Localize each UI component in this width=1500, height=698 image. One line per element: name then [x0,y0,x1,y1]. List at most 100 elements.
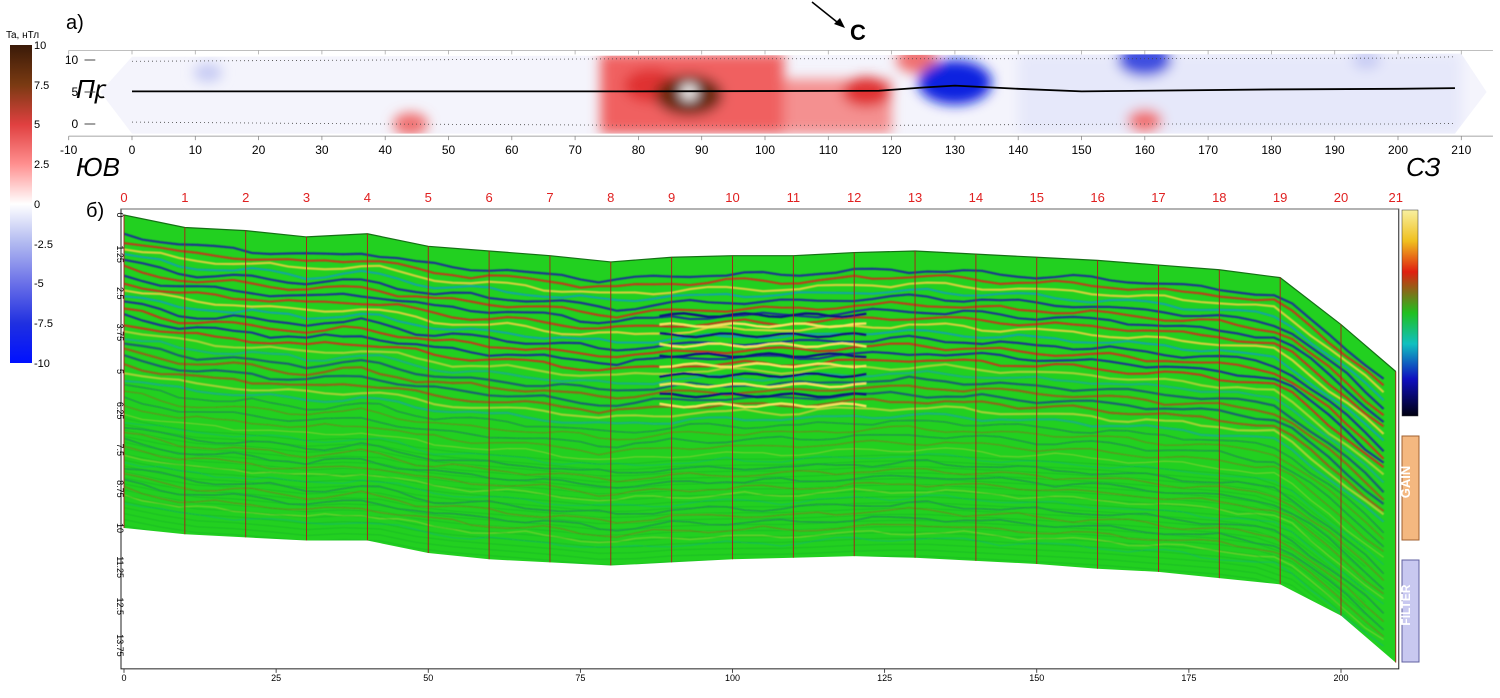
colorbar-a-tick: 2.5 [34,159,50,172]
trace-marker-label: 16 [1090,190,1104,205]
magnetic-anomaly-map: -10 0 10 20 30 40 50 60 70 80 90 100 110 120 130 140 150… [60,50,1493,157]
x-tick-label-a: 200 [1388,143,1408,157]
reflector-band [124,396,1384,548]
reflector-band [124,338,1385,484]
trace-marker-label: 3 [303,190,310,205]
panel-b-label: б) [86,200,105,222]
reflector-band [124,485,1384,638]
colorbar-a-tick: -7.5 [34,317,53,330]
reflector-band [124,390,1384,540]
y-tick-label-a: 5 [72,85,79,99]
x-tick-label-a: 110 [819,143,838,157]
reflector-band [124,384,1385,534]
reflector-band [124,264,1385,417]
colorbar-a-tick: 10 [34,40,47,52]
strong-reflector [659,342,867,349]
reflector-band [124,494,1384,641]
x-tick-label-b: 175 [1181,673,1196,683]
trace-marker-label: 1 [181,190,188,205]
gain-button[interactable] [1401,435,1420,541]
reflector-band [124,330,1385,476]
y-tick-label-b: 12.5 [115,597,125,615]
x-tick-label-a: 70 [568,143,582,157]
section-top-edge [123,214,1397,372]
profile-line [132,84,1455,93]
filter-label: FILTER [1399,584,1413,625]
reflector-band [124,258,1385,410]
y-tick-label-b: 8.75 [115,480,125,498]
x-tick-label-a: 180 [1261,143,1281,157]
reflector-band [124,282,1385,428]
strong-reflector [659,352,867,359]
panel-a-label: а) [66,12,84,34]
reflector-band [124,347,1385,501]
x-tick-label-a: 130 [945,143,965,157]
colorbar-a-tick: -2.5 [34,238,53,251]
strong-reflector [659,392,867,399]
x-tick-label-b: 125 [877,673,892,683]
colorbar-a-tick: 7.5 [34,79,50,92]
trace-marker-label: 9 [668,190,675,205]
strong-reflector [659,312,867,319]
x-tick-label-a: 40 [379,143,393,157]
reflector-band [124,379,1385,523]
reflector-band [124,289,1385,435]
trace-marker-label: 4 [364,190,371,205]
strong-reflector [659,362,867,369]
colorbar-a [10,45,32,363]
y-tick-label-b: 2.5 [115,287,125,300]
x-tick-label-a: 0 [129,143,136,157]
trace-marker-label: 20 [1334,190,1348,205]
anomaly-blob [1117,53,1173,77]
direction-left-label: ЮВ [76,152,120,182]
x-tick-label-a: 100 [755,143,775,157]
reflector-band [124,445,1384,595]
reflector-band [124,502,1384,647]
y-tick-label-b: 6.25 [115,402,125,420]
y-tick-label-a: 10 [65,53,79,67]
anomaly-blob [1127,109,1163,133]
x-tick-label-b: 75 [575,673,585,683]
reflector-band [124,437,1384,590]
filter-button[interactable] [1401,559,1420,663]
anomaly-blob [896,53,938,74]
colorbar-a-title: Ta, нТл [6,30,40,41]
strong-reflector [659,322,867,329]
reflector-band [124,478,1384,631]
trace-marker-label: 0 [120,190,127,205]
x-tick-label-b: 100 [725,673,740,683]
reflector-band [124,468,1385,614]
trace-marker-label: 6 [485,190,492,205]
trace-marker-label: 13 [908,190,922,205]
colorbar-a-tick: -5 [34,278,44,291]
x-tick-label-a: 20 [252,143,266,157]
reflector-band [124,300,1385,453]
seismic-section: 0 1 2 3 4 5 6 7 8 9 10 11 12 13 14 15 16 17 18 19 20 210 25 50 7… [115,190,1403,683]
reflector-band [124,427,1385,575]
x-tick-label-a: 80 [632,143,646,157]
y-tick-label-b: 10 [115,523,125,533]
trace-marker-label: 18 [1212,190,1226,205]
x-tick-label-b: 50 [423,673,433,683]
x-tick-label-a: 210 [1451,143,1471,157]
anomaly-blob [193,63,223,83]
y-tick-label-b: 7.5 [115,443,125,456]
x-tick-label-a: 10 [189,143,203,157]
trace-marker-label: 7 [546,190,553,205]
trace-marker-label: 2 [242,190,249,205]
reflector-band [124,422,1384,566]
x-tick-label-b: 25 [271,673,281,683]
reflector-band [124,363,1385,513]
reflector-band [124,413,1384,558]
y-tick-label-b: 13.75 [115,634,125,657]
reflector-band [124,454,1384,600]
strong-reflector [659,372,867,379]
x-tick-label-a: 150 [1071,143,1091,157]
reflector-band [124,405,1384,552]
trace-marker-label: 5 [425,190,432,205]
x-tick-label-a: 140 [1008,143,1028,157]
x-tick-label-a: 50 [442,143,456,157]
colorbar-a-tick: -10 [34,357,50,370]
x-tick-label-b: 0 [121,673,126,683]
x-tick-label-a: 120 [882,143,902,157]
